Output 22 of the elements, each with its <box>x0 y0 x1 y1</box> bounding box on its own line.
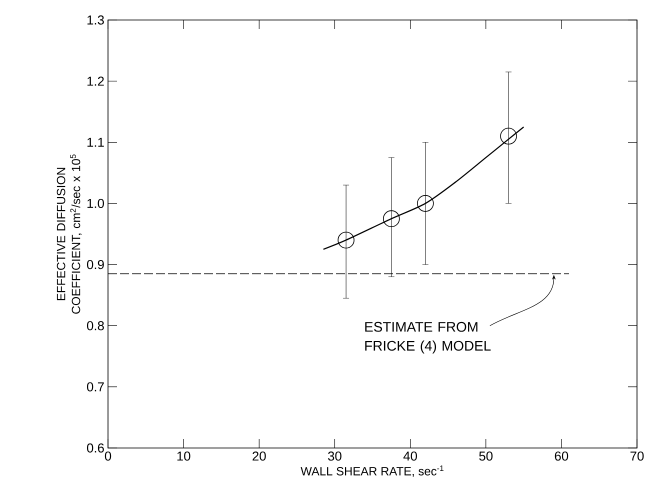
x-tick-label: 70 <box>630 452 644 461</box>
x-tick-label: 10 <box>177 452 190 461</box>
y-tick-label: 0.6 <box>86 443 104 453</box>
y-tick-label: 1.1 <box>87 138 104 147</box>
x-tick-label: 60 <box>554 452 568 461</box>
x-tick-label: 50 <box>479 452 493 461</box>
x-tick-label: 20 <box>252 452 266 461</box>
y-tick-label: 0.8 <box>86 321 104 330</box>
point <box>338 232 354 249</box>
point <box>500 128 517 145</box>
x-tick-label: 30 <box>328 452 342 461</box>
x-tick-label: 0 <box>104 452 112 461</box>
y-tick-label: 0.9 <box>86 260 104 270</box>
x-axis-title: WALL SHEAR RATE, sec$^{-1}$ <box>300 466 444 477</box>
y-tick-label: 0.7 <box>86 382 104 392</box>
y-tick-label: 1.0 <box>87 198 104 208</box>
point <box>417 195 434 212</box>
annotation: ESTIMATE FROM FRICKE (4) MODEL <box>365 322 491 354</box>
point <box>383 210 400 228</box>
x-tick-label: 40 <box>403 452 417 461</box>
y-tick-label: 1.2 <box>87 76 104 86</box>
y-tick-label: 1.3 <box>87 15 104 25</box>
